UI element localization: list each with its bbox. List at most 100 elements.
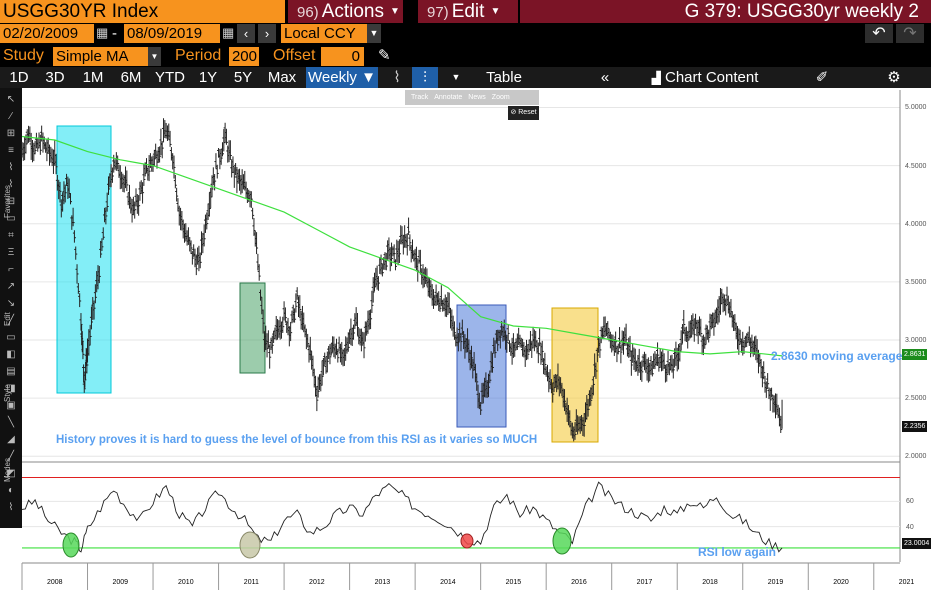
x-tick-label: 2019 bbox=[768, 579, 784, 586]
study-label: Study bbox=[3, 47, 44, 64]
x-tick-label: 2018 bbox=[702, 579, 718, 586]
next-period-button[interactable]: › bbox=[258, 24, 276, 43]
float-tool-annotate[interactable]: Annotate bbox=[434, 94, 463, 101]
x-tick-label: 2011 bbox=[244, 579, 259, 586]
offset-label: Offset bbox=[273, 47, 316, 64]
chart-type-dropdown-icon[interactable]: ▼ bbox=[451, 72, 461, 82]
period-button-5y[interactable]: 5Y bbox=[233, 69, 253, 86]
drawing-tool-icon[interactable]: ⌇ bbox=[8, 502, 14, 513]
drawing-tool-icon[interactable]: ◐ bbox=[7, 485, 15, 496]
highlight-box-2009 bbox=[56, 125, 112, 394]
drawing-tool-icon[interactable]: ∕ bbox=[10, 111, 12, 122]
drawing-tool-icon[interactable]: ╱ bbox=[7, 315, 15, 326]
drawing-tool-icon[interactable]: ◧ bbox=[6, 349, 16, 360]
study-select[interactable]: Simple MA bbox=[53, 47, 148, 66]
x-tick-label: 2010 bbox=[178, 579, 194, 586]
currency-select[interactable]: Local CCY bbox=[281, 24, 371, 43]
x-tick-label: 2016 bbox=[571, 579, 587, 586]
edit-menu[interactable]: 97) Edit ▼ bbox=[418, 0, 518, 23]
x-tick-label: 2008 bbox=[47, 579, 63, 586]
actions-number: 96) bbox=[297, 4, 319, 21]
drawing-tool-icon[interactable]: ◢ bbox=[7, 434, 15, 445]
ma-note: 2.8630 moving average bbox=[771, 349, 903, 363]
rsi-circle-2015 bbox=[460, 533, 474, 549]
last-price-flag: 2.2356 bbox=[902, 421, 928, 432]
float-tool-track[interactable]: Track bbox=[411, 94, 429, 101]
redo-button[interactable]: ↷ bbox=[896, 24, 924, 43]
price-y-tick: 2.0000 bbox=[905, 453, 927, 461]
drawing-tool-icon[interactable]: ⌇ bbox=[8, 179, 14, 190]
drawing-tool-icon[interactable]: ≡ bbox=[8, 145, 14, 156]
drawing-tool-icon[interactable]: ◩ bbox=[6, 468, 16, 479]
drawing-tool-icon[interactable]: ⌗ bbox=[8, 230, 14, 241]
drawing-tool-icon[interactable]: ╱ bbox=[7, 451, 15, 462]
drawing-tool-icon[interactable]: ▭ bbox=[6, 332, 16, 343]
float-tool-zoom[interactable]: Zoom bbox=[491, 94, 510, 101]
drawing-tool-icon[interactable]: ╲ bbox=[7, 417, 15, 428]
period-button-6m[interactable]: 6M bbox=[120, 69, 142, 86]
float-tool-news[interactable]: News bbox=[468, 94, 486, 101]
ma-value-flag: 2.8631 bbox=[902, 349, 928, 360]
edit-label: Edit bbox=[451, 1, 485, 22]
offset-field[interactable]: 0 bbox=[321, 47, 364, 66]
period-button-max[interactable]: Max bbox=[267, 69, 297, 86]
currency-dropdown-icon[interactable]: ▼ bbox=[367, 24, 381, 43]
end-calendar-icon[interactable]: ▦ bbox=[222, 25, 235, 40]
drawing-tool-icon[interactable]: ⊞ bbox=[6, 128, 16, 139]
price-y-tick: 2.5000 bbox=[905, 395, 927, 403]
drawing-tool-icon[interactable]: ↘ bbox=[6, 298, 16, 309]
period-button-3d[interactable]: 3D bbox=[45, 69, 65, 86]
history-note: History proves it is hard to guess the l… bbox=[56, 434, 538, 446]
undo-button[interactable]: ↶ bbox=[865, 24, 893, 43]
table-button[interactable]: Table bbox=[486, 69, 522, 86]
rsi-y-tick: 40 bbox=[906, 523, 914, 531]
line-chart-icon[interactable]: ⌇ bbox=[393, 69, 401, 86]
collapse-icon[interactable]: « bbox=[600, 69, 610, 86]
rsi-note: RSI low again bbox=[698, 545, 777, 559]
chart-content-icon: ▟ bbox=[651, 71, 661, 85]
frequency-select[interactable]: Weekly ▼ bbox=[306, 67, 378, 88]
ticker-field[interactable]: USGG30YR Index bbox=[0, 0, 285, 23]
window-title: G 379: USGG30yr weekly 2 bbox=[520, 0, 931, 23]
actions-menu[interactable]: 96) Actions ▼ bbox=[288, 0, 403, 23]
drawing-tool-icon[interactable]: ↖ bbox=[6, 94, 16, 105]
drawing-tool-icon[interactable]: ▭ bbox=[6, 213, 16, 224]
period-button-1d[interactable]: 1D bbox=[9, 69, 29, 86]
start-calendar-icon[interactable]: ▦ bbox=[96, 25, 109, 40]
rsi-value-flag: 23.0004 bbox=[902, 538, 931, 549]
drawing-tool-icon[interactable]: ◨ bbox=[6, 383, 16, 394]
highlight-box-2015 bbox=[456, 304, 507, 428]
period-button-1m[interactable]: 1M bbox=[82, 69, 104, 86]
x-tick-label: 2021 bbox=[899, 579, 915, 586]
drawing-tool-icon[interactable]: ⌐ bbox=[8, 264, 14, 275]
floating-toolbar: Track Annotate News Zoom bbox=[405, 90, 539, 105]
drawing-tool-icon[interactable]: ⊟ bbox=[6, 196, 16, 207]
drawing-tool-icon[interactable]: Ξ bbox=[7, 247, 15, 258]
highlight-box-2011 bbox=[239, 282, 266, 374]
settings-gear-icon[interactable]: ⚙ bbox=[887, 69, 901, 86]
price-y-tick: 4.5000 bbox=[905, 162, 927, 170]
reset-button[interactable]: ⊘ Reset bbox=[508, 106, 539, 120]
price-y-tick: 3.5000 bbox=[905, 278, 927, 286]
drawing-tool-icon[interactable]: ↗ bbox=[6, 281, 16, 292]
period-button-ytd[interactable]: YTD bbox=[155, 69, 185, 86]
end-date-field[interactable]: 08/09/2019 bbox=[124, 24, 220, 43]
period-field[interactable]: 200 bbox=[229, 47, 259, 66]
study-dropdown-icon[interactable]: ▼ bbox=[148, 47, 161, 66]
chart-content-button[interactable]: ▟ Chart Content bbox=[651, 69, 759, 86]
drawing-tool-icon[interactable]: ▤ bbox=[6, 366, 16, 377]
period-label: Period bbox=[175, 47, 222, 64]
start-date-field[interactable]: 02/20/2009 bbox=[0, 24, 94, 43]
x-tick-label: 2015 bbox=[506, 579, 522, 586]
edit-chart-icon[interactable]: ✐ bbox=[815, 69, 829, 86]
drawing-tool-icon[interactable]: ▣ bbox=[6, 400, 16, 411]
x-tick-label: 2009 bbox=[112, 579, 128, 586]
rsi-circle-2016 bbox=[552, 527, 572, 555]
bar-chart-icon[interactable]: ⫶ bbox=[412, 67, 438, 88]
price-y-tick: 5.0000 bbox=[905, 104, 927, 112]
pencil-icon[interactable]: ✎ bbox=[378, 47, 391, 64]
x-tick-label: 2017 bbox=[637, 579, 653, 586]
drawing-tool-icon[interactable]: ⌇ bbox=[8, 162, 14, 173]
period-button-1y[interactable]: 1Y bbox=[198, 69, 218, 86]
prev-period-button[interactable]: ‹ bbox=[237, 24, 255, 43]
